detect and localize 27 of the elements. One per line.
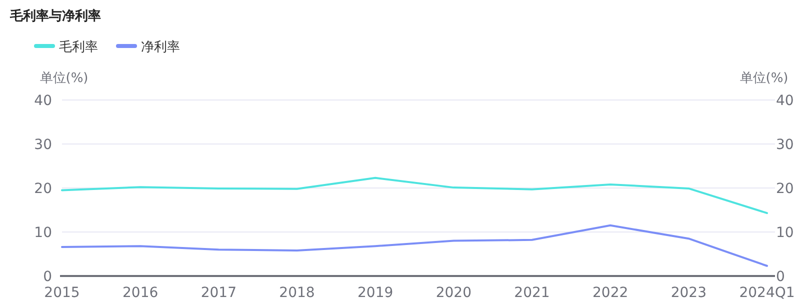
y2-tick-label: 30 [776, 137, 794, 153]
x-tick-label: 2020 [436, 285, 472, 301]
y2-tick-label: 20 [776, 181, 794, 197]
x-tick-label: 2024Q1 [739, 285, 795, 301]
x-tick-label: 2018 [279, 285, 315, 301]
y2-axis-title: 单位(%) [740, 71, 788, 86]
x-tick-label: 2023 [670, 285, 706, 301]
x-tick-label: 2017 [200, 285, 236, 301]
x-tick-label: 2021 [514, 285, 550, 301]
y-tick-label: 10 [34, 225, 52, 241]
x-tick-label: 2015 [44, 285, 80, 301]
y-tick-label: 40 [34, 93, 52, 109]
y-tick-label: 0 [43, 269, 52, 285]
y2-tick-label: 0 [776, 269, 785, 285]
y-axis-title: 单位(%) [40, 71, 88, 86]
y-tick-label: 30 [34, 137, 52, 153]
x-tick-label: 2019 [358, 285, 394, 301]
legend-label: 净利率 [141, 39, 180, 55]
y-tick-label: 20 [34, 181, 52, 197]
legend-label: 毛利率 [59, 39, 98, 55]
line-series [61, 224, 768, 267]
chart-title: 毛利率与净利率 [9, 8, 101, 24]
line-series [61, 176, 768, 214]
y2-tick-label: 40 [776, 93, 794, 109]
x-tick-label: 2016 [122, 285, 158, 301]
y2-tick-label: 10 [776, 225, 794, 241]
x-tick-label: 2022 [592, 285, 628, 301]
